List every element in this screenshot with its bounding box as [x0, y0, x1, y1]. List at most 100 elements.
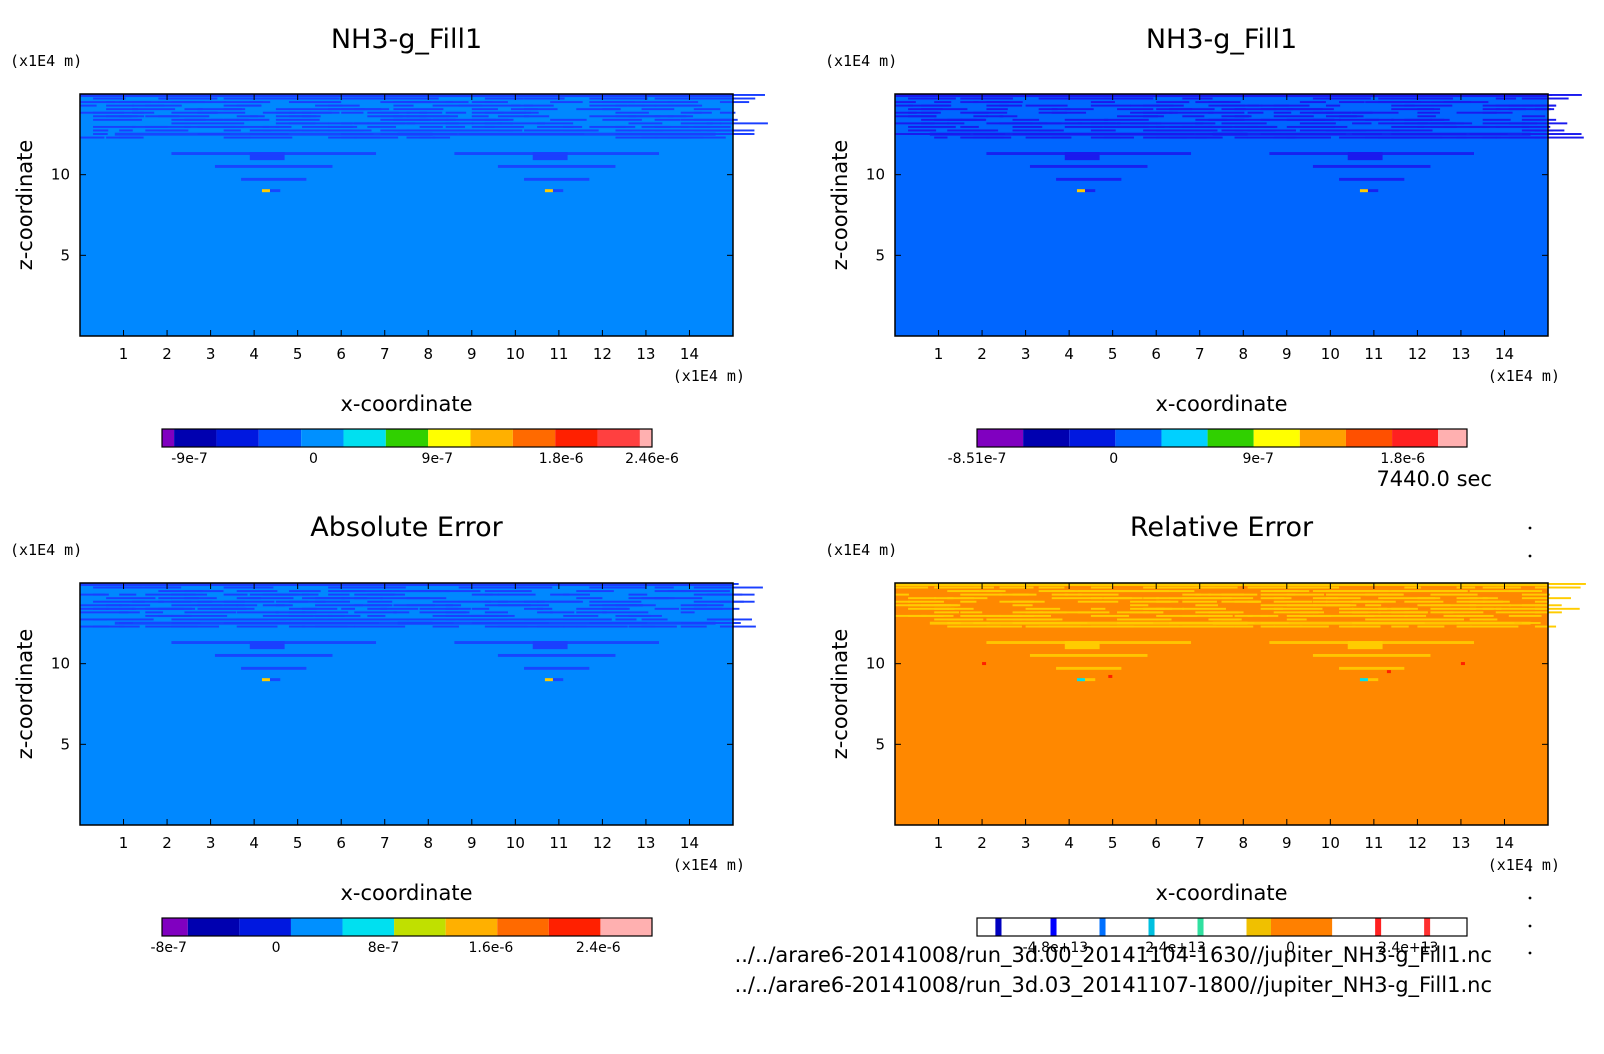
x-tick-label: 2	[162, 834, 172, 852]
hot-spot	[544, 189, 553, 193]
x-tick-label: 9	[1282, 345, 1292, 363]
x-tick-label: 6	[336, 834, 346, 852]
colorbar-segment	[343, 429, 386, 447]
colorbar-label: 0	[272, 940, 281, 956]
colorbar-segment	[1050, 918, 1057, 936]
x-unit-label: (x1E4 m)	[673, 856, 745, 874]
panel-title: NH3-g_Fill1	[1146, 24, 1297, 55]
file-path-1: ../../arare6-20141008/run_3d.00_20141104…	[734, 943, 1492, 967]
y-unit-label: (x1E4 m)	[10, 52, 82, 70]
x-tick-label: 13	[636, 345, 655, 363]
colorbar-label: 2.46e-6	[625, 451, 679, 467]
x-tick-label: 11	[1364, 834, 1383, 852]
x-tick-label: 7	[1195, 834, 1205, 852]
hot-spot	[261, 678, 270, 682]
colorbar-label: 0	[1286, 940, 1295, 956]
colorbar-segment	[174, 429, 217, 447]
x-tick-label: 7	[380, 834, 390, 852]
y-tick-label: 10	[866, 655, 885, 673]
colorbar-segment	[1392, 429, 1439, 447]
edge-dot	[1528, 526, 1532, 530]
y-tick-label: 5	[60, 735, 70, 753]
colorbar-segment	[497, 918, 549, 936]
x-tick-label: 10	[506, 345, 525, 363]
x-tick-label: 9	[467, 834, 477, 852]
colorbar-segment	[1148, 918, 1155, 936]
y-axis-label: z-coordinate	[828, 629, 852, 760]
hot-spot	[544, 678, 553, 682]
y-tick-label: 5	[875, 735, 885, 753]
x-tick-label: 11	[549, 834, 568, 852]
hot-spot	[1076, 678, 1085, 682]
x-tick-label: 13	[1451, 834, 1470, 852]
colorbar-frame	[976, 917, 1468, 937]
plot-frame	[894, 582, 1549, 826]
x-tick-label: 3	[206, 345, 216, 363]
colorbar-label: -4.8e+13	[1023, 940, 1088, 956]
colorbar-segment	[1115, 429, 1162, 447]
colorbar-label: 2.4e+13	[1378, 940, 1438, 956]
colorbar-segment	[239, 918, 291, 936]
x-tick-label: 14	[1495, 345, 1514, 363]
panel-title: Absolute Error	[310, 512, 503, 543]
y-tick-label: 5	[60, 246, 70, 264]
colorbar-segment	[1424, 918, 1431, 936]
x-axis-label: x-coordinate	[1155, 392, 1287, 416]
x-tick-label: 5	[1108, 834, 1118, 852]
x-tick-label: 13	[636, 834, 655, 852]
colorbar-segment	[995, 918, 1002, 936]
colorbar-label: 1.6e-6	[468, 940, 513, 956]
y-unit-label: (x1E4 m)	[825, 52, 897, 70]
hot-spot	[982, 662, 987, 666]
colorbar-segment	[290, 918, 343, 936]
x-tick-label: 12	[1408, 834, 1427, 852]
colorbar-segment	[1332, 918, 1376, 936]
x-tick-label: 6	[336, 345, 346, 363]
x-tick-label: 12	[593, 834, 612, 852]
plot-frame	[894, 93, 1549, 337]
colorbar-segment	[1299, 429, 1346, 447]
colorbar-segment	[187, 918, 240, 936]
x-tick-label: 1	[119, 834, 129, 852]
colorbar-label: 0	[309, 451, 318, 467]
y-axis-label: z-coordinate	[828, 140, 852, 271]
x-tick-label: 3	[1021, 345, 1031, 363]
edge-dot	[1528, 896, 1532, 900]
hot-spot	[1108, 674, 1113, 678]
x-tick-label: 12	[1408, 345, 1427, 363]
x-tick-label: 1	[934, 834, 944, 852]
hot-spot	[1359, 189, 1368, 193]
x-axis-label: x-coordinate	[340, 881, 472, 905]
x-tick-label: 11	[1364, 345, 1383, 363]
plot-frame	[79, 582, 734, 826]
x-tick-label: 7	[1195, 345, 1205, 363]
colorbar-segment	[1430, 918, 1467, 936]
x-tick-label: 9	[1282, 834, 1292, 852]
colorbar-label: 8e-7	[368, 940, 399, 956]
x-tick-label: 4	[249, 834, 259, 852]
colorbar-label: 1.8e-6	[539, 451, 584, 467]
x-tick-label: 2	[162, 345, 172, 363]
y-tick-label: 10	[866, 166, 885, 184]
hot-spot	[261, 189, 270, 193]
colorbar-segment	[555, 429, 598, 447]
colorbar-segment	[428, 429, 471, 447]
colorbar-label: 9e-7	[1242, 451, 1273, 467]
colorbar-segment	[639, 429, 652, 447]
y-axis-label: z-coordinate	[13, 629, 37, 760]
colorbar-segment	[977, 429, 1024, 447]
x-tick-label: 4	[249, 345, 259, 363]
panel-3: Absolute Error(x1E4 m)1 2 3 4 5 6 7 8 9 10 11 12 13 1…	[10, 512, 763, 956]
colorbar-segment	[1056, 918, 1100, 936]
colorbar-label: 9e-7	[422, 451, 453, 467]
x-unit-label: (x1E4 m)	[673, 367, 745, 385]
hot-spot	[1460, 662, 1465, 666]
x-tick-label: 8	[423, 345, 433, 363]
colorbar-segment	[470, 429, 513, 447]
y-tick-label: 10	[51, 166, 70, 184]
y-unit-label: (x1E4 m)	[825, 541, 897, 559]
x-tick-label: 7	[380, 345, 390, 363]
colorbar: -8.51e-7 0 9e-7 1.8e-6	[948, 428, 1468, 467]
colorbar-segment	[1345, 429, 1393, 447]
